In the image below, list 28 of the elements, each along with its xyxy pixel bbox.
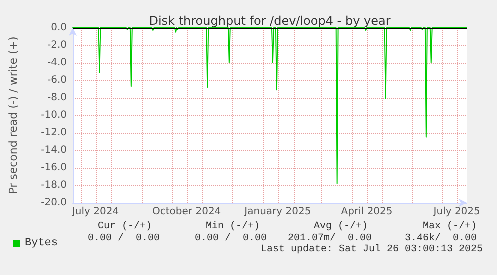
y-tick-label: 0.0: [51, 22, 67, 34]
y-tick-label: -14.0: [41, 145, 67, 156]
text: Avg (-/+): [314, 220, 368, 232]
x-tick-label: January 2025: [244, 206, 312, 218]
y-tick-label: -2.0: [47, 40, 67, 51]
legend-label: Bytes: [25, 238, 58, 250]
text: Max (-/+): [422, 220, 478, 232]
x-tick-label: April 2025: [341, 206, 393, 218]
text: 0.00 / 0.00: [88, 232, 160, 244]
y-tick-label: -20.0: [41, 198, 67, 208]
y-tick-label: -12.0: [41, 128, 67, 138]
text: 0.00 / 0.00: [194, 232, 268, 244]
x-tick-label: October 2024: [152, 206, 222, 218]
y-tick-label: -18.0: [41, 180, 67, 191]
text: Cur (-/+): [98, 220, 152, 232]
y-tick-label: -4.0: [47, 58, 67, 68]
text: Min (-/+): [206, 220, 260, 232]
text: Last update: Sat Jul 26 03:00:13 2025: [260, 244, 484, 256]
y-tick-label: -8.0: [47, 92, 67, 104]
chart-title: Disk throughput for /dev/loop4 - by year: [149, 14, 391, 28]
y-axis-title: Pr second read (-) / write (+): [7, 36, 20, 194]
x-tick-label: July 2024: [71, 206, 120, 218]
x-tick-label: July 2025: [432, 206, 480, 218]
y-tick-label: -10.0: [41, 110, 67, 121]
y-tick-label: -6.0: [47, 75, 67, 86]
text: 3.46k/ 0.00: [404, 232, 478, 244]
text: 201.07m/ 0.00: [288, 232, 372, 244]
y-tick-label: -16.0: [41, 162, 67, 174]
